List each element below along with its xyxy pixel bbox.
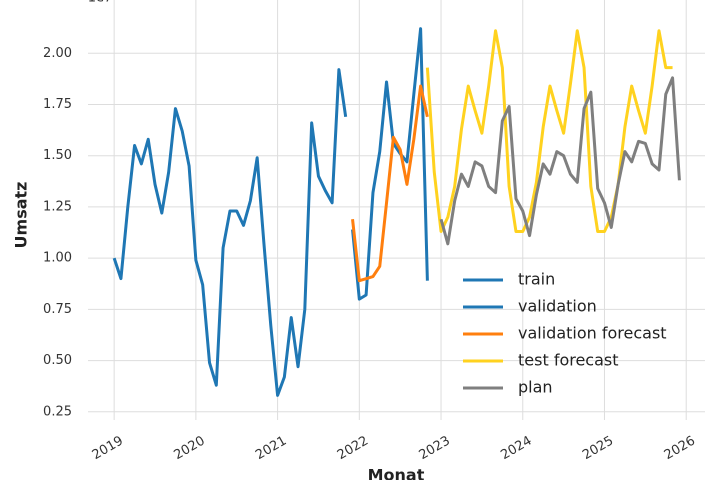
x-tick-label: 2025: [580, 434, 616, 464]
x-tick-label: 2024: [498, 434, 534, 464]
series-line: [351, 84, 429, 283]
series-line: [425, 29, 673, 234]
y-offset-label: 1e7: [88, 0, 113, 6]
y-tick-label: 0.25: [43, 404, 72, 419]
legend-label: test forecast: [518, 351, 619, 370]
x-tick-label: 2022: [335, 434, 371, 464]
series-line: [439, 76, 681, 246]
y-tick-label: 1.50: [43, 148, 72, 163]
y-tick-label: 0.50: [43, 353, 72, 368]
x-tick-label: 2023: [417, 434, 453, 464]
y-tick-label: 0.75: [43, 302, 72, 317]
x-tick-label: 2021: [253, 434, 289, 464]
y-tick-label: 1.75: [43, 97, 72, 112]
legend-label: validation forecast: [518, 324, 667, 343]
legend-label: train: [518, 270, 555, 289]
x-tick-label: 2020: [171, 434, 207, 464]
x-axis-label: Monat: [368, 466, 425, 480]
y-tick-label: 2.00: [43, 46, 72, 61]
legend-label: plan: [518, 378, 553, 397]
x-tick-label: 2019: [90, 434, 126, 464]
series-line: [351, 27, 429, 301]
series-line: [112, 68, 348, 397]
x-tick-label: 2026: [662, 434, 698, 464]
y-tick-label: 1.25: [43, 199, 72, 214]
y-axis-label: Umsatz: [12, 182, 31, 249]
y-tick-label: 1.00: [43, 251, 72, 266]
legend-label: validation: [518, 297, 597, 316]
